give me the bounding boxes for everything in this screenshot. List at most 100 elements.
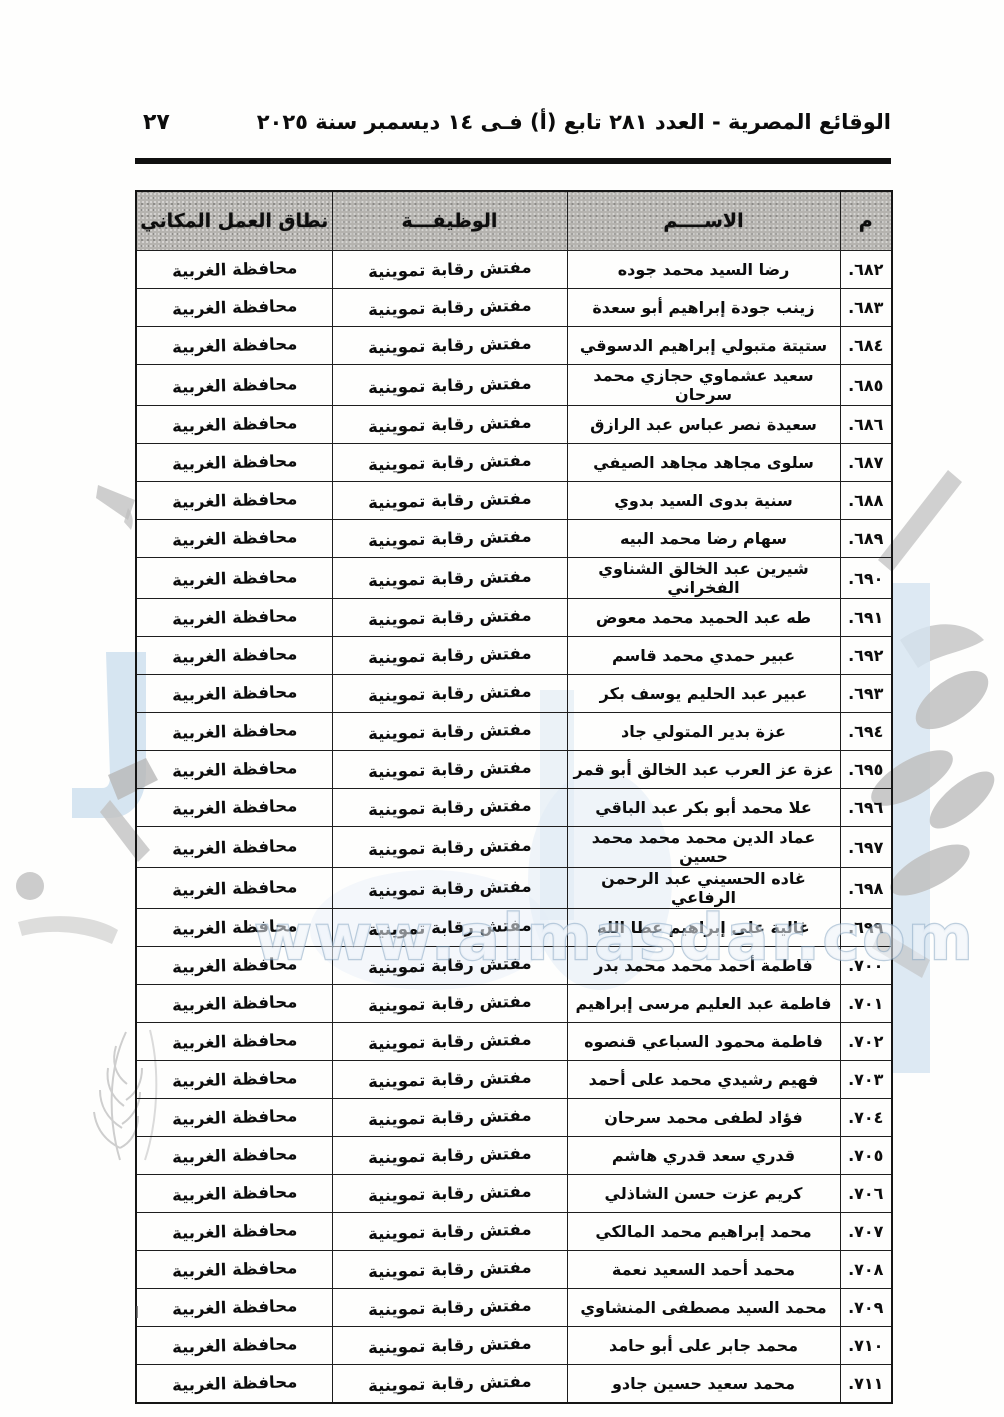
work-location-cell: محافظة الغربية [135, 288, 333, 327]
row-number: ٦٩٨. [839, 867, 893, 909]
table-row: ٦٨٩. سهام رضا محمد البيه مفتش رقابة تموي… [135, 519, 893, 558]
job-title: مفتش رقابة تموينية [367, 333, 532, 358]
row-number: ٧٠٨. [839, 1250, 893, 1289]
row-number: ٦٨٧. [839, 443, 893, 482]
table-row: ٧١١. محمد سعيد حسين جادو مفتش رقابة تموي… [135, 1364, 893, 1404]
row-number: ٦٩٩. [839, 908, 893, 947]
job-title-cell: مفتش رقابة تموينية [331, 1288, 568, 1327]
person-name: سنية بدوى السيد بدوي [566, 481, 841, 520]
work-location-cell: محافظة الغربية [135, 1288, 333, 1327]
work-location: محافظة الغربية [171, 1030, 298, 1053]
row-number: ٧١١. [839, 1364, 893, 1404]
person-name: محمد إبراهيم محمد المالكي [566, 1212, 841, 1251]
table-row: ٦٩١. طه عبد الحميد محمد معوض مفتش رقابة … [135, 598, 893, 637]
job-title: مفتش رقابة تموينية [367, 566, 532, 590]
job-title: مفتش رقابة تموينية [367, 876, 532, 900]
work-location: محافظة الغربية [171, 758, 298, 781]
work-location-cell: محافظة الغربية [135, 1136, 333, 1175]
work-location: محافظة الغربية [171, 489, 298, 512]
job-title: مفتش رقابة تموينية [367, 412, 532, 437]
table-row: ٦٩٠. شيرين عبد الخالق الشناوي الفخراني م… [135, 557, 893, 599]
table-row: ٦٨٣. زينب جودة إبراهيم أبو سعدة مفتش رقا… [135, 288, 893, 327]
work-location-cell: محافظة الغربية [135, 636, 333, 675]
row-number: ٦٩٤. [839, 712, 893, 751]
job-title-cell: مفتش رقابة تموينية [331, 908, 568, 947]
work-location-cell: محافظة الغربية [135, 908, 333, 947]
work-location-cell: محافظة الغربية [135, 519, 333, 558]
work-location: محافظة الغربية [171, 1220, 298, 1243]
person-name: عماد الدين محمد محمد محمد حسين [566, 826, 841, 868]
work-location: محافظة الغربية [171, 796, 298, 819]
job-title: مفتش رقابة تموينية [367, 991, 532, 1016]
job-title-cell: مفتش رقابة تموينية [331, 1022, 568, 1061]
person-name: فاطمة أحمد محمد محمد بدر [566, 946, 841, 985]
job-title: مفتش رقابة تموينية [367, 1181, 532, 1206]
column-header-job: الوظيفـــة [331, 190, 568, 251]
table-row: ٧٠٤. فؤاد لطفى محمد سرحان مفتش رقابة تمو… [135, 1098, 893, 1137]
row-number: ٦٩١. [839, 598, 893, 637]
scan-artifact [136, 1306, 138, 1318]
work-location: محافظة الغربية [171, 1144, 298, 1167]
work-location: محافظة الغربية [171, 1372, 298, 1395]
page-header: الوقائع المصرية - العدد ٢٨١ تابع (أ) فـى… [135, 110, 891, 135]
work-location: محافظة الغربية [171, 1334, 298, 1357]
person-name: قدري سعد قدري هاشم [566, 1136, 841, 1175]
job-title-cell: مفتش رقابة تموينية [331, 1098, 568, 1137]
person-name: سهام رضا محمد البيه [566, 519, 841, 558]
work-location: محافظة الغربية [171, 954, 298, 977]
row-number: ٦٨٢. [839, 250, 893, 289]
row-number: ٧٠٣. [839, 1060, 893, 1099]
left-gray-circle [16, 872, 44, 900]
job-title-cell: مفتش رقابة تموينية [331, 712, 568, 751]
job-title-cell: مفتش رقابة تموينية [331, 1174, 568, 1213]
work-location-cell: محافظة الغربية [135, 1022, 333, 1061]
work-location: محافظة الغربية [171, 373, 298, 397]
header-rule [135, 158, 891, 164]
job-title-cell: مفتش رقابة تموينية [331, 364, 568, 406]
person-name: شيرين عبد الخالق الشناوي الفخراني [566, 557, 841, 599]
job-title-cell: مفتش رقابة تموينية [331, 288, 568, 327]
job-title-cell: مفتش رقابة تموينية [331, 674, 568, 713]
table-row: ٦٨٦. سعيدة نصر عباس عبد الرازق مفتش رقاب… [135, 405, 893, 444]
work-location-cell: محافظة الغربية [135, 867, 333, 909]
left-chevron-shape2 [124, 508, 133, 530]
work-location-cell: محافظة الغربية [135, 598, 333, 637]
job-title-cell: مفتش رقابة تموينية [331, 1326, 568, 1365]
job-title: مفتش رقابة تموينية [367, 373, 532, 397]
row-number: ٦٨٤. [839, 326, 893, 365]
work-location: محافظة الغربية [171, 606, 298, 629]
work-location: محافظة الغربية [171, 1068, 298, 1091]
work-location-cell: محافظة الغربية [135, 250, 333, 289]
job-title: مفتش رقابة تموينية [367, 953, 532, 978]
job-title: مفتش رقابة تموينية [367, 605, 532, 630]
job-title-cell: مفتش رقابة تموينية [331, 788, 568, 827]
job-title: مفتش رقابة تموينية [367, 1295, 532, 1320]
work-location-cell: محافظة الغربية [135, 405, 333, 444]
person-name: محمد سعيد حسين جادو [566, 1364, 841, 1404]
person-name: محمد جابر على أبو حامد [566, 1326, 841, 1365]
row-number: ٧٠٤. [839, 1098, 893, 1137]
work-location: محافظة الغربية [171, 876, 298, 900]
column-header-number: م [839, 190, 893, 251]
work-location-cell: محافظة الغربية [135, 1212, 333, 1251]
work-location-cell: محافظة الغربية [135, 674, 333, 713]
person-name: طه عبد الحميد محمد معوض [566, 598, 841, 637]
work-location: محافظة الغربية [171, 527, 298, 550]
work-location: محافظة الغربية [171, 258, 298, 281]
table-row: ٧٠٦. كريم عزت حسن الشاذلي مفتش رقابة تمو… [135, 1174, 893, 1213]
job-title: مفتش رقابة تموينية [367, 1257, 532, 1282]
work-location-cell: محافظة الغربية [135, 946, 333, 985]
column-header-name: الاســــم [566, 190, 841, 251]
person-name: ستيتة متبولي إبراهيم الدسوقي [566, 326, 841, 365]
table-row: ٧١٠. محمد جابر على أبو حامد مفتش رقابة ت… [135, 1326, 893, 1365]
table-row: ٧٠٩. محمد السيد مصطفى المنشاوي مفتش رقاب… [135, 1288, 893, 1327]
work-location-cell: محافظة الغربية [135, 557, 333, 599]
person-name: زينب جودة إبراهيم أبو سعدة [566, 288, 841, 327]
header-row: م الاســــم الوظيفـــة نطاق العمل المكان… [135, 190, 893, 251]
work-location-cell: محافظة الغربية [135, 481, 333, 520]
job-title-cell: مفتش رقابة تموينية [331, 557, 568, 599]
row-number: ٦٨٩. [839, 519, 893, 558]
work-location-cell: محافظة الغربية [135, 1098, 333, 1137]
row-number: ٧١٠. [839, 1326, 893, 1365]
work-location-cell: محافظة الغربية [135, 1250, 333, 1289]
